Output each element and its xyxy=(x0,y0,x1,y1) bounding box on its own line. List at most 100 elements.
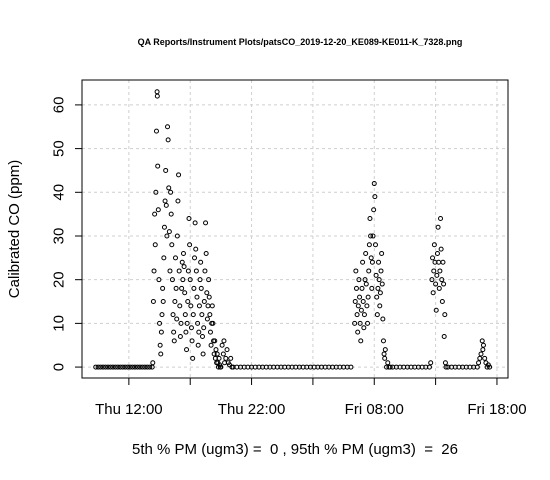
point xyxy=(147,364,153,370)
point xyxy=(441,333,447,339)
point xyxy=(155,207,161,213)
point xyxy=(190,312,196,318)
point xyxy=(358,338,364,344)
point xyxy=(361,325,367,331)
point xyxy=(110,364,116,370)
point xyxy=(171,329,177,335)
point xyxy=(359,285,365,291)
point xyxy=(373,272,379,278)
point xyxy=(218,364,224,370)
point xyxy=(185,299,191,305)
point xyxy=(182,290,188,296)
point xyxy=(198,285,204,291)
point xyxy=(134,364,140,370)
point xyxy=(155,163,161,169)
point xyxy=(95,364,101,370)
point xyxy=(361,312,367,318)
plot-frame xyxy=(81,79,509,379)
point xyxy=(365,294,371,300)
point xyxy=(174,233,180,239)
point xyxy=(372,242,378,248)
point xyxy=(364,303,370,309)
point xyxy=(156,277,162,283)
point xyxy=(163,202,169,208)
point xyxy=(434,272,440,278)
point xyxy=(152,242,158,248)
point xyxy=(385,360,391,366)
point xyxy=(442,360,448,366)
point xyxy=(164,233,170,239)
point xyxy=(487,364,493,370)
point xyxy=(360,299,366,305)
y-tick-label: 40 xyxy=(50,184,67,201)
point xyxy=(202,268,208,274)
point xyxy=(153,128,159,134)
point xyxy=(382,347,388,353)
point xyxy=(374,294,380,300)
point xyxy=(379,281,385,287)
point xyxy=(381,351,387,357)
point xyxy=(184,347,190,353)
point xyxy=(367,216,373,222)
point xyxy=(180,277,186,283)
point xyxy=(170,312,176,318)
point xyxy=(376,259,382,265)
point xyxy=(159,312,165,318)
point xyxy=(172,255,178,261)
point xyxy=(179,285,185,291)
point xyxy=(137,364,143,370)
point xyxy=(428,360,434,366)
x-tick-label: Thu 12:00 xyxy=(95,401,163,418)
point xyxy=(363,281,369,287)
point xyxy=(193,246,199,252)
point xyxy=(195,320,201,326)
point xyxy=(160,285,166,291)
point xyxy=(165,137,171,143)
point xyxy=(117,364,123,370)
point xyxy=(163,167,169,173)
point xyxy=(103,364,109,370)
point xyxy=(139,364,145,370)
point xyxy=(348,364,354,370)
point xyxy=(171,338,177,344)
point xyxy=(482,355,488,361)
point xyxy=(374,312,380,318)
y-tick-label: 60 xyxy=(50,97,67,114)
point xyxy=(358,307,364,313)
point xyxy=(150,360,156,366)
point xyxy=(365,320,371,326)
point xyxy=(168,211,174,217)
point xyxy=(480,347,486,353)
point xyxy=(158,351,164,357)
point xyxy=(357,294,363,300)
point xyxy=(477,355,483,361)
point xyxy=(379,250,385,256)
point xyxy=(362,277,368,283)
point xyxy=(352,299,358,305)
point xyxy=(387,364,393,370)
point xyxy=(355,303,361,309)
point xyxy=(196,303,202,309)
point xyxy=(369,285,375,291)
point xyxy=(193,268,199,274)
point xyxy=(195,342,201,348)
point xyxy=(174,316,180,322)
point xyxy=(153,189,159,195)
point xyxy=(98,364,104,370)
point xyxy=(179,259,185,265)
point xyxy=(205,303,211,309)
point xyxy=(357,320,363,326)
point xyxy=(198,259,204,265)
x-tick-label: Fri 08:00 xyxy=(345,401,404,418)
point xyxy=(162,198,168,204)
point xyxy=(439,299,445,305)
point xyxy=(437,268,443,274)
point xyxy=(363,250,369,256)
point xyxy=(430,255,436,261)
point xyxy=(192,220,198,226)
point xyxy=(204,290,210,296)
point xyxy=(431,268,437,274)
point xyxy=(382,355,388,361)
point xyxy=(93,364,99,370)
point xyxy=(426,364,432,370)
